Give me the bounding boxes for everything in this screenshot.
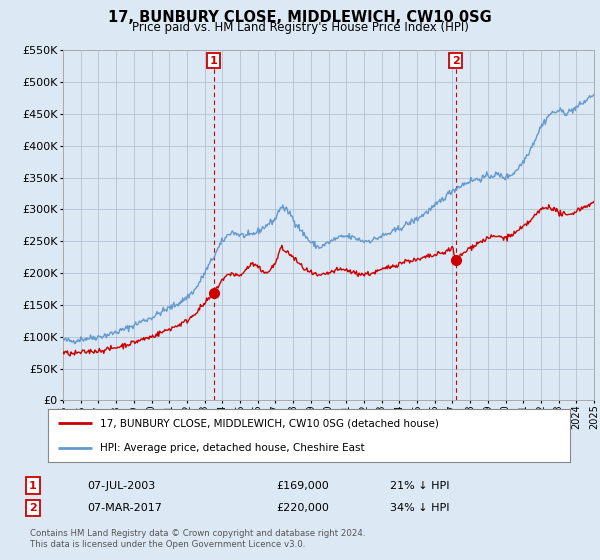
Text: 2: 2 (29, 503, 37, 513)
Text: 07-JUL-2003: 07-JUL-2003 (87, 480, 155, 491)
Text: 21% ↓ HPI: 21% ↓ HPI (390, 480, 449, 491)
Text: £220,000: £220,000 (276, 503, 329, 513)
Text: HPI: Average price, detached house, Cheshire East: HPI: Average price, detached house, Ches… (100, 442, 365, 452)
Text: 17, BUNBURY CLOSE, MIDDLEWICH, CW10 0SG: 17, BUNBURY CLOSE, MIDDLEWICH, CW10 0SG (108, 10, 492, 25)
Text: Price paid vs. HM Land Registry's House Price Index (HPI): Price paid vs. HM Land Registry's House … (131, 21, 469, 34)
Text: 07-MAR-2017: 07-MAR-2017 (87, 503, 162, 513)
Text: 34% ↓ HPI: 34% ↓ HPI (390, 503, 449, 513)
Text: 1: 1 (29, 480, 37, 491)
Text: 2: 2 (452, 55, 460, 66)
Text: 1: 1 (210, 55, 218, 66)
Text: £169,000: £169,000 (276, 480, 329, 491)
Text: 17, BUNBURY CLOSE, MIDDLEWICH, CW10 0SG (detached house): 17, BUNBURY CLOSE, MIDDLEWICH, CW10 0SG … (100, 418, 439, 428)
Text: Contains HM Land Registry data © Crown copyright and database right 2024.
This d: Contains HM Land Registry data © Crown c… (30, 529, 365, 549)
